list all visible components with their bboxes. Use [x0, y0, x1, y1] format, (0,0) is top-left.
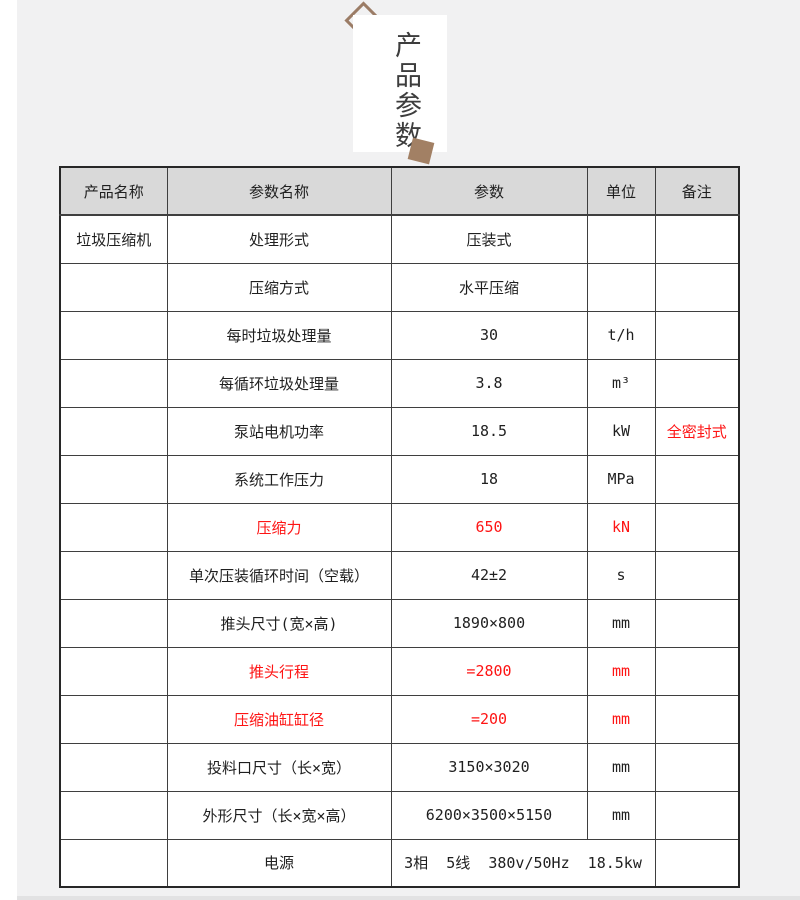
table-row: 每时垃圾处理量 30 t/h: [59, 310, 740, 360]
cell-param-name: 电源: [166, 838, 392, 888]
cell-param-value: 18.5: [390, 406, 588, 456]
col-header-param-value: 参数: [390, 166, 588, 216]
cell-product-name: [59, 406, 168, 456]
cell-unit: s: [586, 550, 656, 600]
spec-table: 产品名称 参数名称 参数 单位 备注 垃圾压缩机 处理形式 压装式 压缩方式 水平压缩每…: [59, 166, 740, 888]
cell-param-name: 每循环垃圾处理量: [166, 358, 392, 408]
cell-param-value: =200: [390, 694, 588, 744]
cell-note: [654, 742, 740, 792]
section-title-card: 产品参数: [353, 15, 447, 152]
cell-product-name: [59, 310, 168, 360]
cell-unit: mm: [586, 646, 656, 696]
col-header-param-name: 参数名称: [166, 166, 392, 216]
cell-param-value: 水平压缩: [390, 262, 588, 312]
cell-product-name: [59, 646, 168, 696]
cell-param-name: 压缩方式: [166, 262, 392, 312]
cell-param-name: 外形尺寸（长×宽×高）: [166, 790, 392, 840]
cell-param-name: 压缩油缸缸径: [166, 694, 392, 744]
cell-param-value: 3150×3020: [390, 742, 588, 792]
section-title: 产品参数: [389, 31, 421, 151]
spec-table-header: 产品名称 参数名称 参数 单位 备注: [59, 166, 740, 216]
cell-param-name: 系统工作压力: [166, 454, 392, 504]
cell-product-name: [59, 454, 168, 504]
cell-unit: kN: [586, 502, 656, 552]
cell-product-name: [59, 358, 168, 408]
cell-note: [654, 598, 740, 648]
cell-unit: [586, 262, 656, 312]
cell-product-name: [59, 598, 168, 648]
cell-product-name: [59, 262, 168, 312]
table-row: 系统工作压力 18 MPa: [59, 454, 740, 504]
cell-param-name: 推头尺寸(宽×高): [166, 598, 392, 648]
cell-product-name: [59, 742, 168, 792]
table-row: 单次压装循环时间（空载） 42±2 s: [59, 550, 740, 600]
cell-note: [654, 262, 740, 312]
cell-product-name: [59, 550, 168, 600]
cell-unit: t/h: [586, 310, 656, 360]
cell-param-value: 压装式: [390, 214, 588, 264]
cell-product-name: 垃圾压缩机: [59, 214, 168, 264]
cell-product-name: [59, 790, 168, 840]
cell-param-name: 投料口尺寸（长×宽）: [166, 742, 392, 792]
cell-unit: mm: [586, 694, 656, 744]
cell-note: [654, 790, 740, 840]
cell-note: [654, 454, 740, 504]
cell-param-value: 650: [390, 502, 588, 552]
cell-param-name: 泵站电机功率: [166, 406, 392, 456]
cell-product-name: [59, 694, 168, 744]
cell-note: [654, 502, 740, 552]
cell-note: [654, 358, 740, 408]
cell-note: [654, 214, 740, 264]
table-row: 压缩方式 水平压缩: [59, 262, 740, 312]
table-row: 推头行程 =2800 mm: [59, 646, 740, 696]
table-row: 压缩力 650 kN: [59, 502, 740, 552]
cell-param-name: 推头行程: [166, 646, 392, 696]
table-row: 每循环垃圾处理量 3.8 m³: [59, 358, 740, 408]
table-row: 外形尺寸（长×宽×高） 6200×3500×5150 mm: [59, 790, 740, 840]
table-row: 投料口尺寸（长×宽） 3150×3020 mm: [59, 742, 740, 792]
cell-unit: kW: [586, 406, 656, 456]
cell-unit: m³: [586, 358, 656, 408]
col-header-product-name: 产品名称: [59, 166, 168, 216]
table-row: 压缩油缸缸径 =200 mm: [59, 694, 740, 744]
bottom-edge-divider: [17, 896, 800, 900]
cell-note: [654, 550, 740, 600]
cell-param-name: 处理形式: [166, 214, 392, 264]
cell-unit: mm: [586, 598, 656, 648]
table-row: 推头尺寸(宽×高) 1890×800 mm: [59, 598, 740, 648]
table-row: 电源 3相 5线 380v/50Hz 18.5kw: [59, 838, 740, 888]
cell-param-name: 压缩力: [166, 502, 392, 552]
table-row: 泵站电机功率 18.5 kW 全密封式: [59, 406, 740, 456]
cell-param-value: 18: [390, 454, 588, 504]
col-header-note: 备注: [654, 166, 740, 216]
cell-note: [654, 694, 740, 744]
cell-unit: MPa: [586, 454, 656, 504]
header-row: 产品名称 参数名称 参数 单位 备注: [59, 166, 740, 216]
cell-param-name: 每时垃圾处理量: [166, 310, 392, 360]
cell-note: [654, 310, 740, 360]
cell-param-name: 单次压装循环时间（空载）: [166, 550, 392, 600]
cell-param-value: 6200×3500×5150: [390, 790, 588, 840]
cell-param-value: 1890×800: [390, 598, 588, 648]
cell-param-value: 30: [390, 310, 588, 360]
table-row: 垃圾压缩机 处理形式 压装式: [59, 214, 740, 264]
cell-param-value: =2800: [390, 646, 588, 696]
cell-param-value: 3.8: [390, 358, 588, 408]
cell-param-value: 3相 5线 380v/50Hz 18.5kw: [390, 838, 656, 888]
cell-unit: [586, 214, 656, 264]
cell-note: [654, 838, 740, 888]
spec-table-body: 垃圾压缩机 处理形式 压装式 压缩方式 水平压缩 每时垃圾处理量 30 t/h 每循环垃圾处理量…: [59, 214, 740, 888]
cell-unit: mm: [586, 790, 656, 840]
cell-param-value: 42±2: [390, 550, 588, 600]
cell-product-name: [59, 502, 168, 552]
cell-unit: mm: [586, 742, 656, 792]
cell-note: 全密封式: [654, 406, 740, 456]
cell-product-name: [59, 838, 168, 888]
col-header-unit: 单位: [586, 166, 656, 216]
cell-note: [654, 646, 740, 696]
